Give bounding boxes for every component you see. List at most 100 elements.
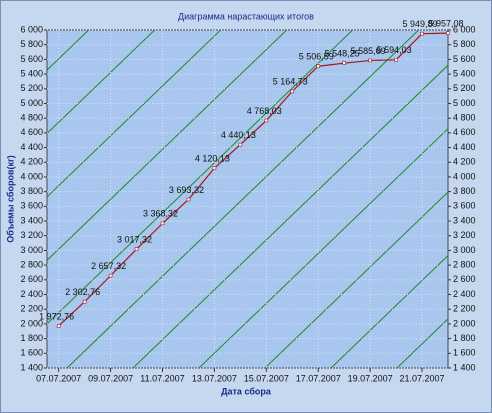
y-tick-label: 3 800 <box>20 186 43 196</box>
data-point <box>368 58 372 63</box>
data-label: 3 368,32 <box>143 209 178 219</box>
data-label: 2 302,76 <box>65 287 100 297</box>
data-point <box>316 64 321 69</box>
y2-tick-label: 3 800 <box>453 186 476 196</box>
y-tick-label: 3 400 <box>20 215 43 225</box>
y-tick-label: 1 600 <box>20 348 43 358</box>
y-tick-label: 5 600 <box>20 54 43 64</box>
data-point <box>290 89 295 94</box>
data-point <box>134 247 139 251</box>
y-tick-label: 2 600 <box>20 274 43 284</box>
y2-tick-label: 1 600 <box>453 348 476 358</box>
y2-tick-label: 2 400 <box>453 289 476 299</box>
y2-tick-label: 3 600 <box>453 201 476 211</box>
data-point <box>160 221 165 226</box>
y-tick-label: 2 800 <box>20 260 43 270</box>
data-label: 5 164,73 <box>273 77 308 87</box>
data-line <box>58 32 449 327</box>
data-label: 5 548,25 <box>325 49 360 59</box>
data-label: 2 657,32 <box>91 261 126 271</box>
data-label: 5 594,03 <box>377 45 412 55</box>
y-tick-label: 4 800 <box>20 113 43 123</box>
chart-title: Диаграмма нарастающих итогов <box>178 11 314 21</box>
y-tick-label: 3 200 <box>20 230 43 240</box>
x-tick-label: 13.07.2007 <box>192 373 237 383</box>
guide-line <box>132 64 448 368</box>
y-tick-label: 4 200 <box>20 157 43 167</box>
guide-line <box>198 127 448 368</box>
y2-tick-label: 3 400 <box>453 215 476 225</box>
x-tick-label: 09.07.2007 <box>88 373 133 383</box>
y2-tick-label: 2 000 <box>453 318 476 328</box>
guide-line <box>47 30 354 325</box>
x-tick-label: 19.07.2007 <box>348 373 393 383</box>
y-tick-label: 2 200 <box>20 304 43 314</box>
y-tick-label: 5 200 <box>20 83 43 93</box>
data-label: 4 440,13 <box>221 130 256 140</box>
data-label: 5 949,89 <box>403 19 438 29</box>
y2-tick-label: 4 800 <box>453 113 476 123</box>
y-tick-label: 5 400 <box>20 68 43 78</box>
data-label: 5 585,69 <box>351 46 386 56</box>
x-tick-label: 11.07.2007 <box>140 373 184 383</box>
x-tick-label: 07.07.2007 <box>36 373 81 383</box>
guide-lines <box>47 30 448 368</box>
y2-tick-label: 6 000 <box>453 24 476 34</box>
data-label: 5 957,08 <box>428 19 463 29</box>
data-label: 4 768,03 <box>247 106 282 116</box>
data-label: 3 693,32 <box>169 185 204 195</box>
guide-line <box>47 30 222 198</box>
data-point <box>394 58 398 62</box>
x-tick-label: 17.07.2007 <box>296 373 341 383</box>
guide-line <box>330 254 448 368</box>
y2-tick-label: 5 000 <box>453 98 476 108</box>
y-tick-label: 2 400 <box>20 289 43 299</box>
y2-tick-label: 5 600 <box>453 54 476 64</box>
x-tick-label: 15.07.2007 <box>244 373 289 383</box>
y-tick-label: 4 400 <box>20 142 43 152</box>
data-point <box>108 273 113 278</box>
data-point <box>212 166 217 170</box>
data-label: 1 972,76 <box>39 311 74 321</box>
data-point <box>186 197 191 202</box>
y2-tick-label: 4 200 <box>453 157 476 167</box>
y2-tick-label: 2 600 <box>453 274 476 284</box>
data-point <box>446 31 450 35</box>
y-tick-label: 5 000 <box>20 98 43 108</box>
y2-tick-label: 4 000 <box>453 171 476 181</box>
guide-line <box>264 191 448 368</box>
guide-line <box>47 30 156 135</box>
y-tick-label: 1 800 <box>20 333 43 343</box>
y2-tick-label: 5 800 <box>453 39 476 49</box>
y2-tick-label: 1 400 <box>453 362 476 372</box>
data-label: 5 506,59 <box>299 52 334 62</box>
y-tick-label: 5 800 <box>20 39 43 49</box>
y2-tick-label: 5 400 <box>453 68 476 78</box>
y2-tick-label: 5 200 <box>453 83 476 93</box>
data-label: 3 017,32 <box>117 235 152 245</box>
data-point <box>342 61 346 65</box>
data-point <box>238 142 243 147</box>
guide-line <box>47 30 288 262</box>
data-label: 4 120,13 <box>195 154 230 164</box>
y-tick-label: 4 000 <box>20 171 43 181</box>
y2-tick-label: 3 000 <box>453 245 476 255</box>
y2-tick-label: 2 200 <box>453 304 476 314</box>
y-axis-title: Объемы сборов(кг) <box>5 155 15 242</box>
y-tick-label: 6 000 <box>20 24 43 34</box>
y2-tick-label: 4 400 <box>453 142 476 152</box>
y-tick-label: 3 000 <box>20 245 43 255</box>
y2-tick-label: 2 800 <box>453 260 476 270</box>
guide-line <box>66 30 420 368</box>
data-point <box>420 31 424 36</box>
x-tick-label: 21.07.2007 <box>400 373 445 383</box>
y-tick-label: 2 000 <box>20 318 43 328</box>
y-tick-label: 3 600 <box>20 201 43 211</box>
data-point <box>82 299 87 304</box>
data-point <box>264 118 269 123</box>
y-tick-label: 4 600 <box>20 127 43 137</box>
plot-area <box>46 29 449 369</box>
y-tick-label: 1 400 <box>20 362 43 372</box>
data-point <box>56 324 61 328</box>
